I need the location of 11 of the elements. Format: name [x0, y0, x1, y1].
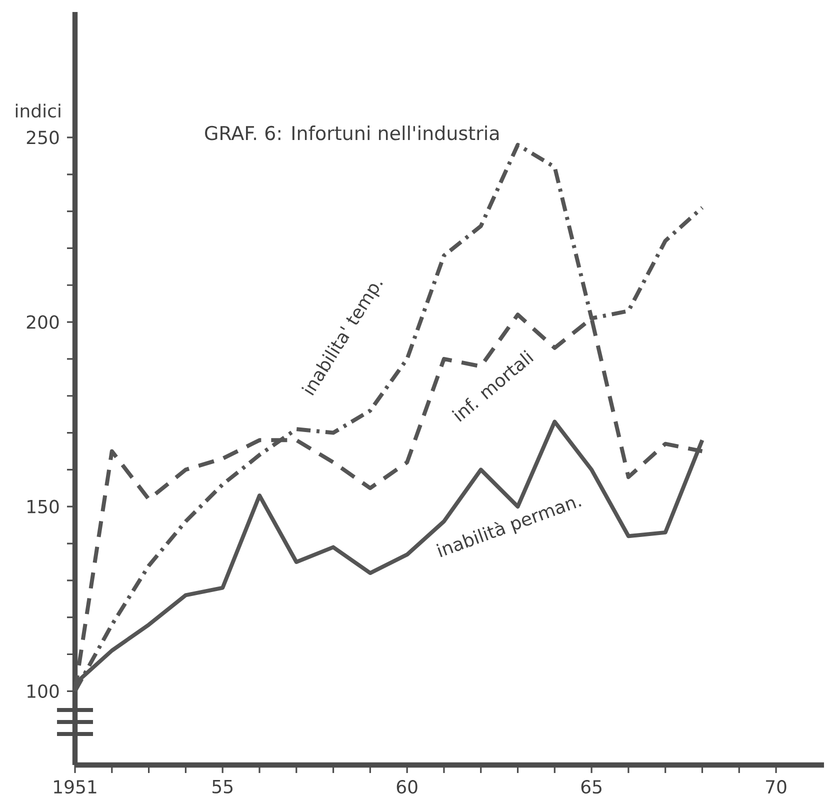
text: GRAF. 6: Infortuni nell'industria — [205, 126, 499, 140]
y-tick-label: 250 — [26, 130, 59, 144]
x-tick-label: 1951 — [54, 780, 96, 794]
x-tick-label: 70 — [766, 780, 786, 794]
x-tick-label: 60 — [396, 780, 418, 794]
y-axis-title: indici — [16, 104, 60, 118]
y-tick-label: 150 — [28, 500, 59, 514]
y-tick-label: 200 — [26, 315, 59, 329]
y-tick-label: 100 — [28, 684, 59, 698]
x-tick-label: 55 — [212, 780, 232, 794]
x-tick-label: 65 — [581, 780, 602, 794]
